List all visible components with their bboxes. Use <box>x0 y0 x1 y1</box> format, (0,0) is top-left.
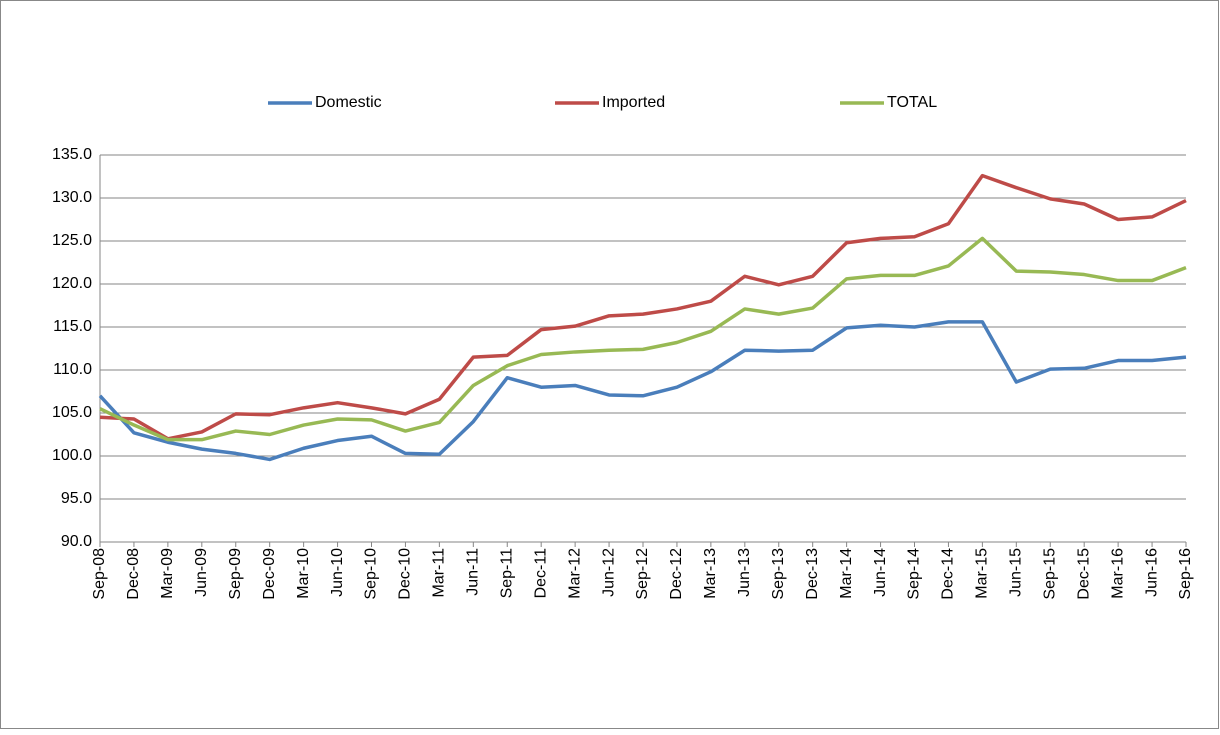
x-tick-label: Jun-10 <box>329 548 346 597</box>
x-tick-label: Jun-11 <box>465 548 482 596</box>
x-tick-label: Mar-14 <box>838 548 855 599</box>
y-tick-label: 110.0 <box>53 361 92 378</box>
x-tick-label: Sep-16 <box>1177 548 1194 600</box>
legend-label: TOTAL <box>887 94 937 111</box>
x-tick-label: Dec-13 <box>804 548 821 600</box>
y-tick-label: 100.0 <box>52 447 92 464</box>
legend-label: Domestic <box>315 94 382 111</box>
series-line <box>99 236 1187 442</box>
x-tick-label: Jun-16 <box>1143 548 1160 597</box>
y-tick-label: 95.0 <box>61 490 92 507</box>
x-tick-label: Sep-13 <box>770 548 787 600</box>
y-tick-label: 120.0 <box>52 275 92 292</box>
x-tick-label: Dec-14 <box>940 548 957 600</box>
x-tick-label: Mar-11 <box>431 548 448 598</box>
x-tick-label: Sep-09 <box>227 548 244 600</box>
x-tick-label: Sep-11 <box>498 548 515 599</box>
x-tick-label: Dec-09 <box>261 548 278 600</box>
y-tick-label: 105.0 <box>52 404 92 421</box>
x-tick-label: Dec-15 <box>1075 548 1092 600</box>
x-tick-label: Dec-08 <box>125 548 142 600</box>
x-tick-label: Jun-09 <box>193 548 210 597</box>
x-tick-label: Jun-12 <box>600 548 617 597</box>
y-tick-label: 125.0 <box>52 232 92 249</box>
x-tick-label: Sep-14 <box>906 548 923 600</box>
x-tick-label: Mar-16 <box>1109 548 1126 599</box>
x-tick-label: Jun-13 <box>736 548 753 597</box>
x-tick-label: Mar-12 <box>566 548 583 599</box>
x-tick-label: Dec-11 <box>532 548 549 598</box>
x-tick-label: Mar-09 <box>159 548 176 599</box>
y-tick-label: 135.0 <box>52 146 92 163</box>
x-tick-label: Mar-15 <box>974 548 991 599</box>
x-tick-label: Mar-10 <box>295 548 312 599</box>
x-tick-label: Dec-10 <box>397 548 414 600</box>
x-tick-label: Sep-15 <box>1041 548 1058 600</box>
x-tick-label: Sep-10 <box>363 548 380 600</box>
x-tick-label: Jun-14 <box>872 548 889 597</box>
x-tick-label: Sep-12 <box>634 548 651 600</box>
series-line <box>99 173 1187 441</box>
x-tick-label: Jun-15 <box>1008 548 1025 597</box>
series-line <box>98 320 1187 462</box>
x-tick-label: Sep-08 <box>91 548 108 600</box>
y-tick-label: 130.0 <box>52 189 92 206</box>
legend-label: Imported <box>602 94 665 111</box>
y-tick-label: 115.0 <box>53 318 92 335</box>
y-tick-label: 90.0 <box>61 533 92 550</box>
x-tick-label: Dec-12 <box>668 548 685 600</box>
x-tick-label: Mar-13 <box>702 548 719 599</box>
